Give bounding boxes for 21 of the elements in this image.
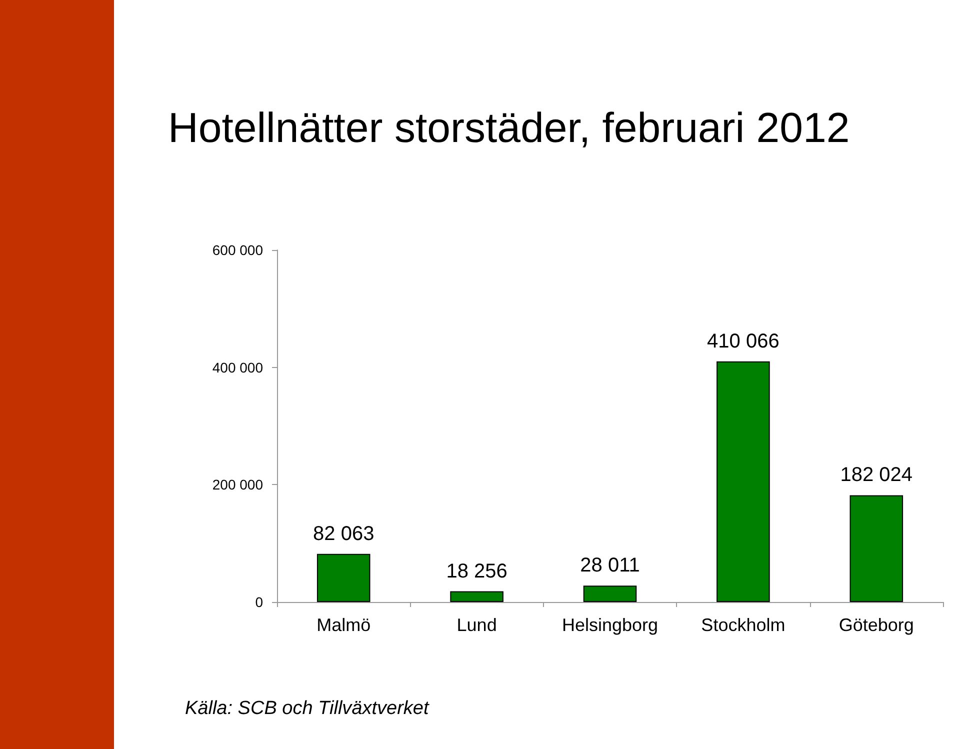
x-tick-label: Stockholm <box>701 615 786 635</box>
data-label: 28 011 <box>580 554 640 577</box>
y-tick-label: 0 <box>255 594 264 610</box>
data-label: 410 066 <box>707 330 780 352</box>
x-tick-label: Göteborg <box>838 615 914 635</box>
chart-title: Hotellnätter storstäder, februari 2012 <box>168 104 850 152</box>
x-tick-label: Helsingborg <box>562 615 658 635</box>
data-label: 18 256 <box>446 560 508 582</box>
data-label: 82 063 <box>313 522 374 545</box>
y-tick-label: 400 000 <box>212 359 264 376</box>
x-tick-label: Lund <box>456 615 497 635</box>
bar <box>716 361 770 602</box>
bar <box>850 495 904 602</box>
y-tick-label: 600 000 <box>212 242 264 258</box>
text: Källa: SCB och Tillväxtverket <box>185 698 429 720</box>
bar <box>583 586 637 602</box>
data-label: 182 024 <box>840 464 913 486</box>
y-tick-label: 200 000 <box>212 476 264 493</box>
bar <box>450 591 504 602</box>
x-tick-label: Malmö <box>316 615 371 635</box>
bar <box>316 554 370 602</box>
